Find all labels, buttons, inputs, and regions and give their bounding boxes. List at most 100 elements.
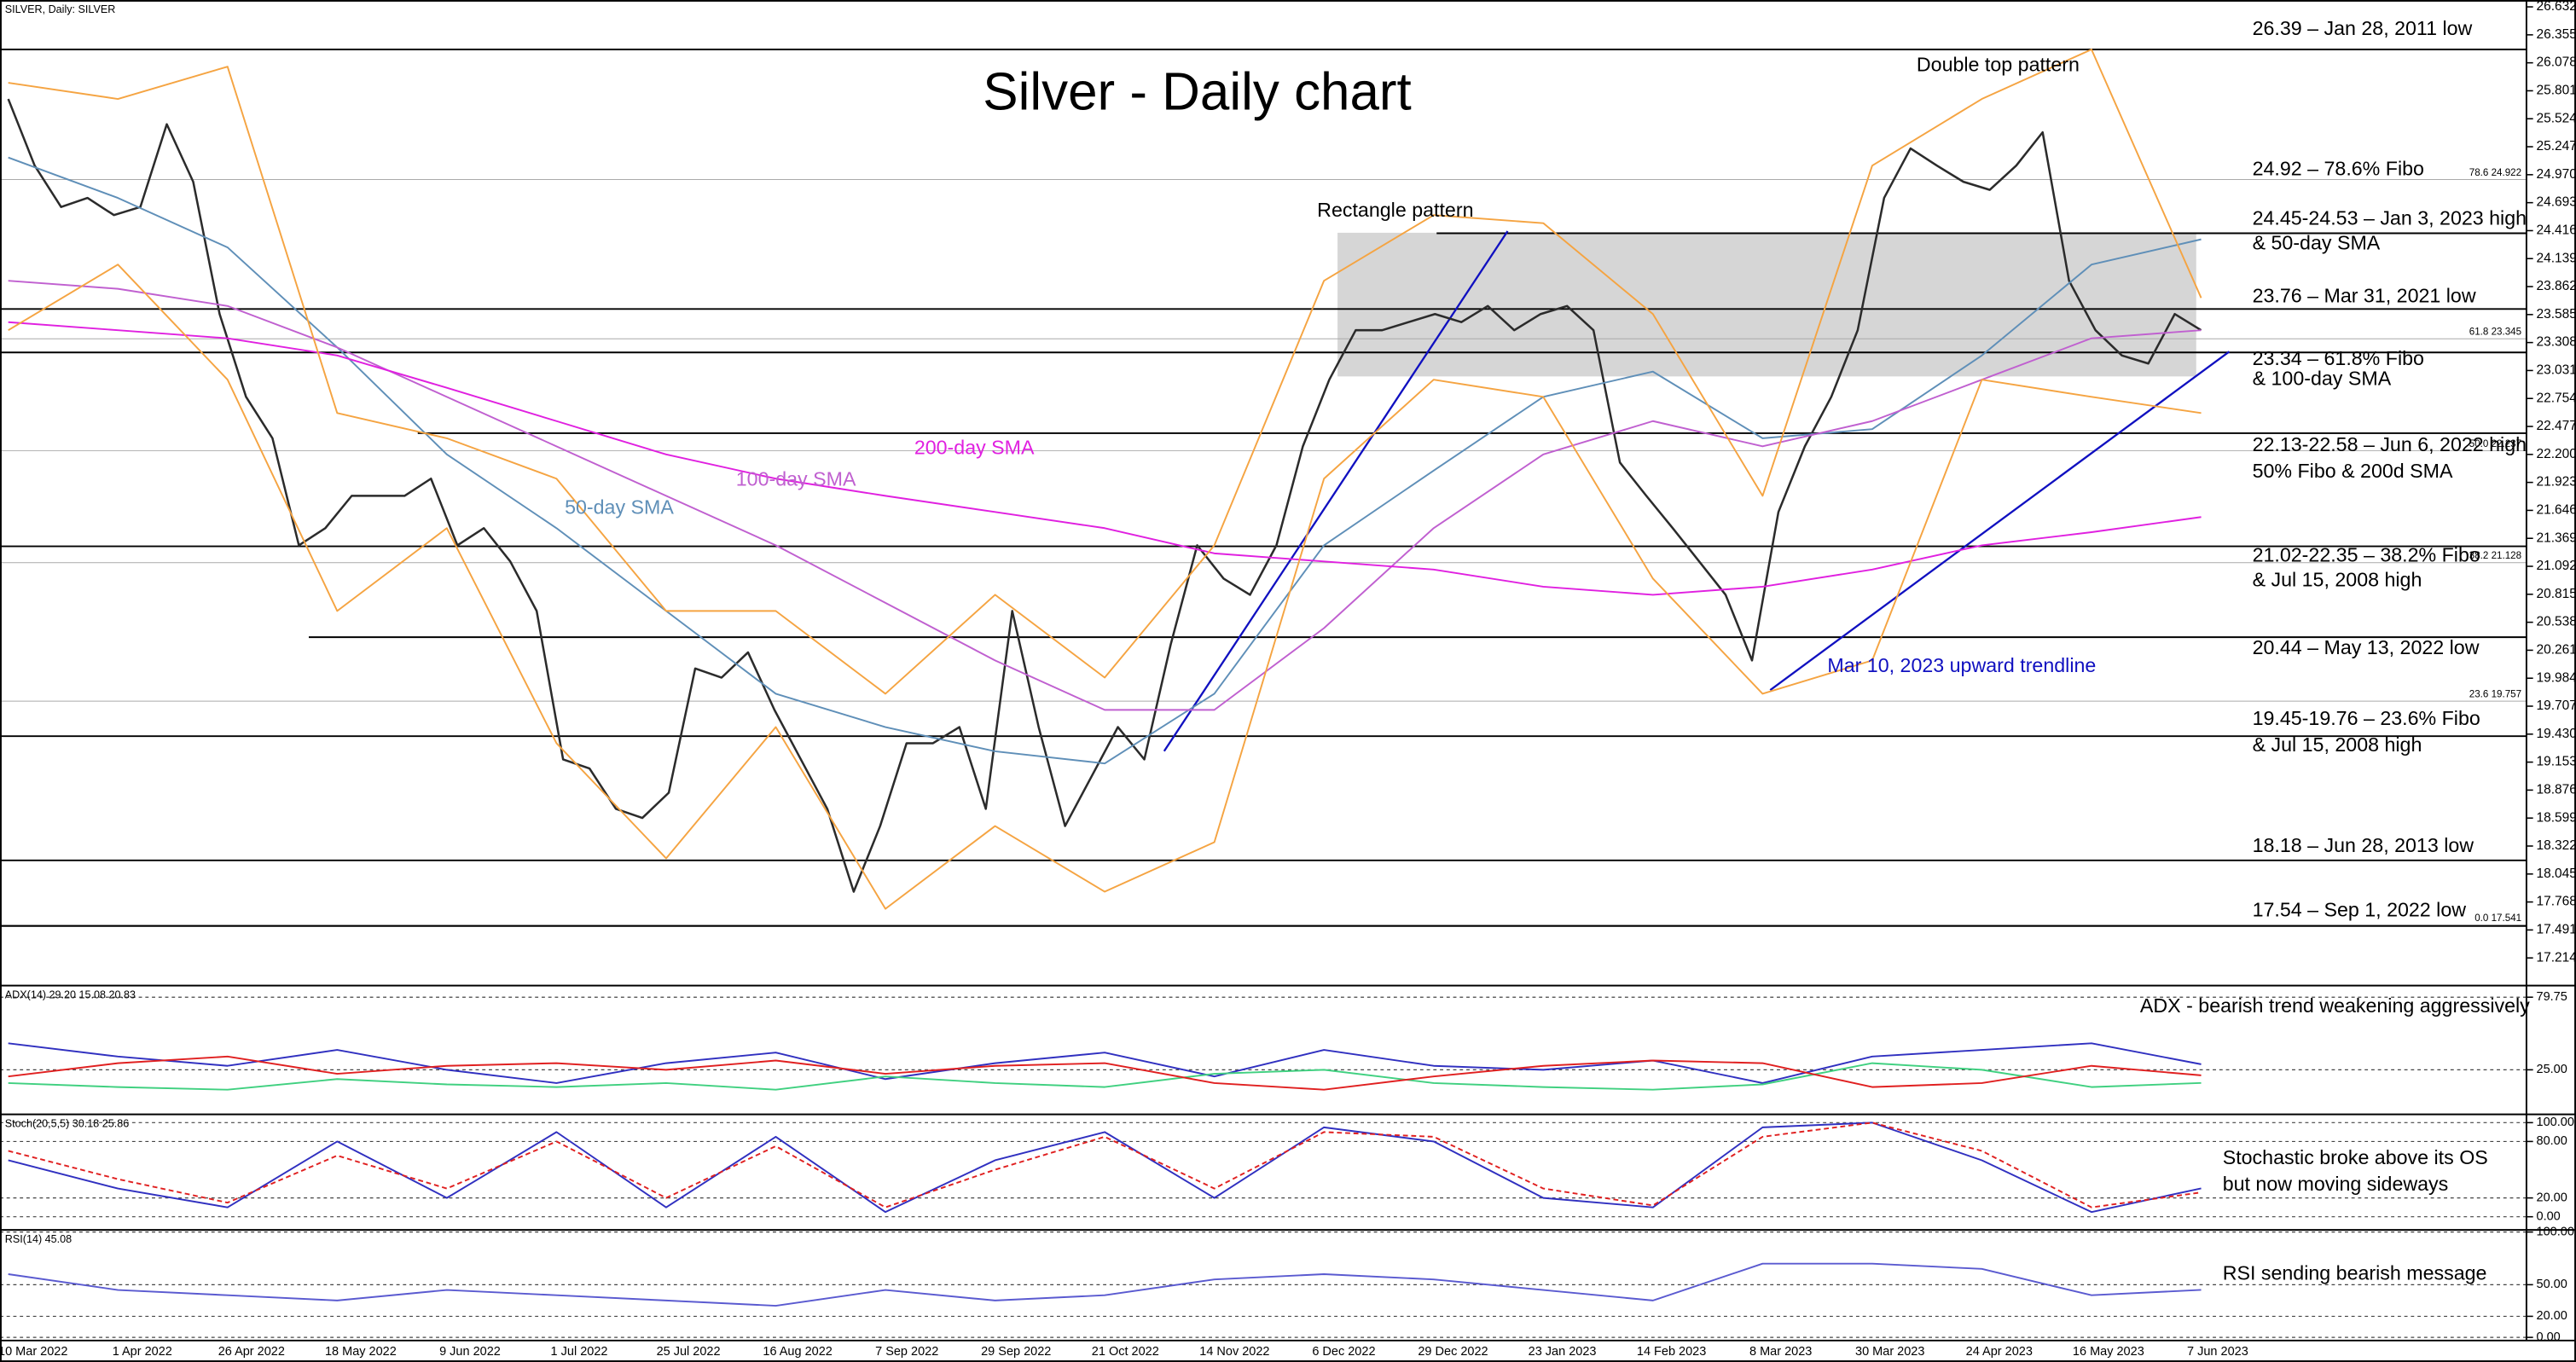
y-tick-label: 21.923 <box>2537 475 2576 490</box>
annotation: RSI sending bearish message <box>2223 1262 2487 1284</box>
y-tick-label: 25.801 <box>2537 84 2576 98</box>
y-tick-label: 23.031 <box>2537 363 2576 378</box>
series-line <box>8 49 2202 695</box>
y-tick-label: 21.646 <box>2537 503 2576 518</box>
series-line <box>8 156 2202 765</box>
annotation: Stochastic broke above its OS <box>2223 1146 2488 1168</box>
x-tick-label: 29 Dec 2022 <box>1418 1345 1488 1359</box>
annotation: Mar 10, 2023 upward trendline <box>1827 654 2096 676</box>
y-tick-label: 18.599 <box>2537 810 2576 825</box>
x-tick-label: 24 Apr 2023 <box>1966 1345 2033 1359</box>
series-line <box>8 1121 2202 1208</box>
y-tick-label: 25.524 <box>2537 111 2576 125</box>
annotation: 23.76 – Mar 31, 2021 low <box>2253 285 2476 307</box>
fib-label: 38.2 21.128 <box>2469 550 2521 561</box>
y-tick-label: 17.768 <box>2537 895 2576 909</box>
x-tick-label: 8 Mar 2023 <box>1749 1345 1812 1359</box>
x-tick-label: 1 Jul 2022 <box>551 1345 608 1359</box>
x-tick-label: 29 Sep 2022 <box>981 1345 1051 1359</box>
y-tick-label: 18.876 <box>2537 783 2576 797</box>
y-tick-label: 24.693 <box>2537 195 2576 210</box>
x-tick-label: 7 Jun 2023 <box>2187 1345 2248 1359</box>
y-tick-label: 24.416 <box>2537 223 2576 238</box>
annotation: & 50-day SMA <box>2253 232 2381 254</box>
y-tick-label: 19.153 <box>2537 755 2576 769</box>
annotation: 19.45-19.76 – 23.6% Fibo <box>2253 707 2480 729</box>
series-label: 200-day SMA <box>914 437 1035 459</box>
y-tick-label: 19.984 <box>2537 670 2576 685</box>
annotation: 23.34 – 61.8% Fibo <box>2253 347 2424 369</box>
annotation: 17.54 – Sep 1, 2022 low <box>2253 899 2467 921</box>
annotation: & Jul 15, 2008 high <box>2253 569 2422 591</box>
y-tick-label: 17.214 <box>2537 950 2576 965</box>
y-tick-label: 80.00 <box>2537 1134 2567 1148</box>
annotation: 20.44 – May 13, 2022 low <box>2253 636 2480 658</box>
x-tick-label: 30 Mar 2023 <box>1855 1345 1924 1359</box>
series-line <box>8 1055 2202 1091</box>
y-tick-label: 17.491 <box>2537 922 2576 936</box>
y-tick-label: 23.308 <box>2537 335 2576 350</box>
series-line <box>8 280 2202 711</box>
series-line <box>8 1121 2202 1214</box>
chart-title: Silver - Daily chart <box>983 63 1412 122</box>
y-tick-label: 20.538 <box>2537 615 2576 629</box>
annotation: 18.18 – Jun 28, 2013 low <box>2253 834 2474 856</box>
annotation: 21.02-22.35 – 38.2% Fibo <box>2253 543 2480 565</box>
annotation: Double top pattern <box>1917 54 2080 76</box>
x-tick-label: 9 Jun 2022 <box>439 1345 501 1359</box>
chart-subtitle: SILVER, Daily: SILVER <box>5 3 116 15</box>
y-tick-label: 25.00 <box>2537 1063 2567 1076</box>
y-tick-label: 19.430 <box>2537 727 2576 741</box>
y-tick-label: 22.477 <box>2537 419 2576 433</box>
y-tick-label: 79.75 <box>2537 990 2567 1004</box>
annotation: 24.45-24.53 – Jan 3, 2023 high <box>2253 207 2527 229</box>
x-tick-label: 23 Jan 2023 <box>1529 1345 1597 1359</box>
annotation: & Jul 15, 2008 high <box>2253 733 2422 756</box>
annotation: 22.13-22.58 – Jun 6, 2022 high <box>2253 433 2527 455</box>
x-tick-label: 21 Oct 2022 <box>1092 1345 1159 1359</box>
x-tick-label: 6 Dec 2022 <box>1312 1345 1375 1359</box>
series-line <box>8 1062 2202 1091</box>
y-tick-label: 23.585 <box>2537 307 2576 322</box>
x-tick-label: 16 Aug 2022 <box>763 1345 832 1359</box>
y-tick-label: 20.815 <box>2537 587 2576 601</box>
annotation: but now moving sideways <box>2223 1173 2449 1195</box>
rectangle-pattern <box>1337 232 2196 377</box>
panel-title: RSI(14) 45.08 <box>5 1233 72 1245</box>
y-tick-label: 26.632 <box>2537 0 2576 14</box>
annotation: 26.39 – Jan 28, 2011 low <box>2253 17 2473 39</box>
fib-label: 50.0 22.237 <box>2469 438 2521 449</box>
series-line <box>8 264 2202 910</box>
annotation: ADX - bearish trend weakening aggressive… <box>2140 994 2530 1017</box>
fib-label: 78.6 24.922 <box>2469 167 2521 178</box>
x-tick-label: 25 Jul 2022 <box>657 1345 721 1359</box>
fib-label: 61.8 23.345 <box>2469 327 2521 338</box>
y-tick-label: 20.00 <box>2537 1191 2567 1204</box>
series-line <box>8 1042 2202 1084</box>
x-tick-label: 18 May 2022 <box>325 1345 397 1359</box>
y-tick-label: 23.862 <box>2537 279 2576 293</box>
annotation: Rectangle pattern <box>1317 199 1473 221</box>
fib-label: 23.6 19.757 <box>2469 688 2521 699</box>
series-line <box>8 321 2202 596</box>
y-tick-label: 25.247 <box>2537 139 2576 154</box>
annotation: 24.92 – 78.6% Fibo <box>2253 158 2424 180</box>
annotation: 50% Fibo & 200d SMA <box>2253 460 2453 482</box>
y-tick-label: 22.754 <box>2537 391 2576 405</box>
y-tick-label: 0.00 <box>2537 1330 2561 1344</box>
annotation: & 100-day SMA <box>2253 367 2392 389</box>
y-tick-label: 24.139 <box>2537 251 2576 265</box>
y-tick-label: 19.707 <box>2537 698 2576 713</box>
x-tick-label: 26 Apr 2022 <box>218 1345 285 1359</box>
series-label: 100-day SMA <box>736 467 856 490</box>
x-tick-label: 14 Feb 2023 <box>1637 1345 1706 1359</box>
series-line <box>8 1262 2202 1307</box>
series-label: 50-day SMA <box>565 496 674 518</box>
y-tick-label: 0.00 <box>2537 1210 2561 1224</box>
y-tick-label: 21.092 <box>2537 559 2576 573</box>
